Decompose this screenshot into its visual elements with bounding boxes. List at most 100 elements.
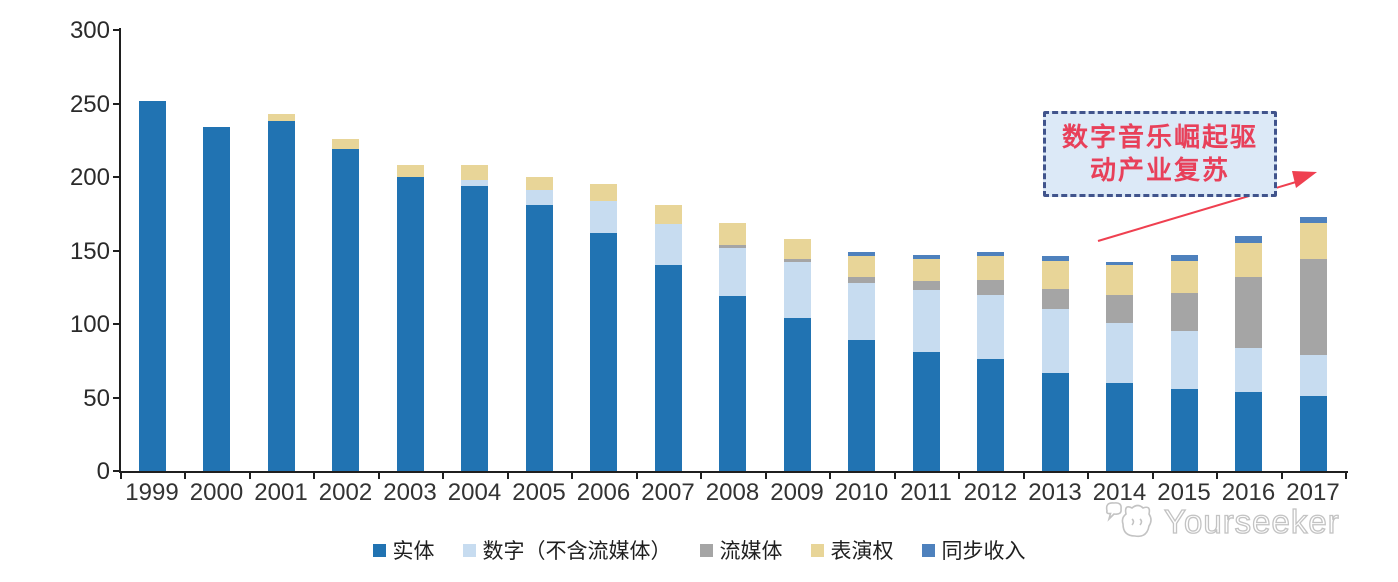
bar-segment-2014-physical	[1106, 382, 1133, 471]
x-axis-tick	[958, 471, 961, 479]
x-axis-tick	[184, 471, 187, 479]
x-axis-label-1999: 1999	[125, 479, 179, 506]
bar-segment-2012-performance	[977, 256, 1004, 280]
x-axis-tick	[313, 471, 316, 479]
bar-segment-2004-physical	[461, 185, 488, 471]
watermark: Yourseeker	[1102, 499, 1340, 545]
x-axis-label-2014: 2014	[1092, 479, 1147, 506]
bar-segment-2007-performance	[654, 204, 682, 225]
bar-segment-2008-digital	[719, 247, 746, 297]
bar-segment-1999-physical	[138, 100, 166, 471]
bar-segment-2015-physical	[1170, 388, 1198, 471]
bar-segment-2012-streaming	[977, 279, 1004, 295]
bar-segment-2017-digital	[1299, 354, 1327, 397]
y-axis-label-50: 50	[83, 384, 110, 412]
bar-segment-2005-performance	[525, 177, 553, 191]
bar-segment-2015-digital	[1170, 331, 1198, 389]
bar-segment-2009-digital	[783, 262, 811, 319]
legend-item-physical: 实体	[372, 535, 435, 565]
bar-segment-2010-performance	[848, 256, 875, 277]
bar-segment-2014-digital	[1106, 322, 1133, 383]
legend: 实体 数字（不含流媒体） 流媒体 表演权 同步收入	[0, 535, 1398, 565]
bar-segment-2012-physical	[977, 359, 1004, 471]
x-axis-label-2015: 2015	[1157, 479, 1211, 506]
bar-segment-2006-performance	[590, 184, 617, 201]
legend-item-streaming: 流媒体	[699, 535, 783, 565]
annotation-text-line1: 数字音乐崛起驱	[1061, 123, 1258, 152]
legend-label-digital: 数字（不含流媒体）	[482, 539, 672, 563]
x-axis-tick	[119, 471, 122, 479]
y-axis-tick	[113, 396, 120, 399]
legend-swatch-streaming	[699, 543, 713, 557]
x-axis-label-2004: 2004	[447, 479, 502, 506]
y-axis-tick	[113, 176, 120, 178]
bar-segment-2011-digital	[912, 290, 940, 352]
bar-segment-2011-performance	[912, 259, 940, 282]
bar-segment-2005-physical	[525, 204, 553, 471]
legend-swatch-physical	[372, 543, 386, 557]
y-axis-tick	[113, 102, 120, 105]
bar-segment-2015-sync	[1170, 254, 1198, 261]
x-axis-tick	[248, 471, 251, 479]
x-axis-label-2000: 2000	[189, 479, 244, 506]
legend-swatch-digital	[462, 543, 476, 557]
bar-segment-2008-performance	[719, 222, 746, 245]
y-axis-tick	[113, 323, 120, 325]
x-axis-tick	[442, 471, 445, 479]
bar-segment-2011-physical	[912, 351, 940, 471]
bar-segment-2016-streaming	[1235, 276, 1262, 348]
legend-label-performance: 表演权	[830, 539, 894, 563]
bar-segment-2004-digital	[461, 179, 488, 186]
bar-segment-2008-streaming	[719, 244, 746, 248]
y-axis-label-300: 300	[69, 17, 110, 44]
bar-segment-2010-sync	[848, 251, 875, 257]
x-axis-label-2017: 2017	[1286, 479, 1340, 506]
bar-segment-2006-physical	[590, 232, 617, 471]
bar-segment-2017-physical	[1299, 396, 1327, 471]
x-axis-tick	[635, 471, 638, 479]
y-axis-tick	[113, 29, 120, 31]
bar-segment-2004-performance	[461, 165, 488, 180]
chat-cat-logo-icon	[1105, 502, 1152, 538]
bar-segment-2016-physical	[1235, 391, 1262, 471]
bar-segment-2016-performance	[1235, 243, 1262, 277]
x-axis-tick	[377, 471, 380, 479]
bar-segment-2017-sync	[1299, 216, 1327, 223]
x-axis-tick	[829, 471, 832, 479]
x-axis-line	[119, 471, 1348, 473]
bar-segment-2007-physical	[654, 265, 682, 471]
bar-segment-2017-performance	[1299, 222, 1327, 260]
bar-segment-2003-performance	[396, 165, 424, 177]
bar-segment-2010-streaming	[848, 276, 875, 283]
annotation-callout-box: 数字音乐崛起驱 动产业复苏	[1043, 111, 1277, 197]
x-axis-label-2007: 2007	[641, 479, 695, 506]
x-axis-tick	[1022, 471, 1025, 479]
x-axis-label-2003: 2003	[383, 479, 437, 506]
bar-segment-2005-digital	[525, 190, 553, 205]
bar-segment-2015-streaming	[1170, 293, 1198, 332]
x-axis-tick	[1280, 471, 1283, 479]
bar-segment-2010-physical	[848, 340, 875, 471]
bar-segment-2012-sync	[977, 251, 1004, 257]
legend-item-sync: 同步收入	[921, 535, 1026, 565]
x-axis-label-2009: 2009	[770, 479, 824, 506]
bar-segment-2015-performance	[1170, 260, 1198, 294]
bar-segment-2017-streaming	[1299, 259, 1327, 355]
bar-segment-2013-streaming	[1041, 288, 1069, 310]
bar-segment-2010-digital	[848, 282, 875, 341]
bar-segment-2007-digital	[654, 224, 682, 266]
bar-segment-2006-digital	[590, 200, 617, 233]
bar-segment-2002-performance	[332, 138, 359, 150]
x-axis-tick	[1151, 471, 1154, 479]
bar-segment-2014-sync	[1106, 262, 1133, 266]
bar-segment-2000-physical	[203, 127, 230, 471]
legend-item-performance: 表演权	[810, 535, 894, 565]
x-axis-label-2008: 2008	[705, 479, 760, 506]
bar-segment-2009-physical	[783, 318, 811, 471]
x-axis-tick	[1087, 471, 1090, 479]
x-axis-label-2006: 2006	[576, 479, 631, 506]
annotation-text-line2: 动产业复苏	[1089, 156, 1230, 185]
x-axis-label-2001: 2001	[254, 479, 308, 506]
y-axis-label-100: 100	[69, 311, 110, 338]
x-axis-tick	[506, 471, 509, 479]
